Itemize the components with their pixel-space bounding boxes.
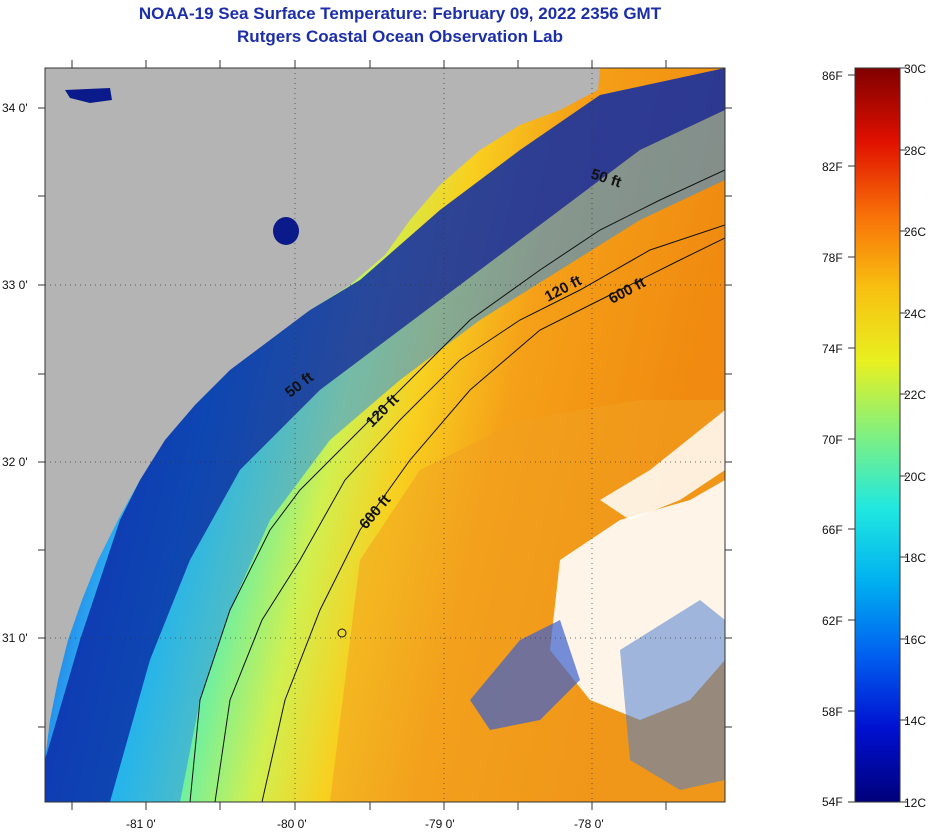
lat-label: 32 0' <box>2 455 28 469</box>
colorbar-f-label: 78F <box>822 251 843 265</box>
cloud-cover <box>600 410 725 520</box>
colorbar-f-label: 54F <box>822 795 843 809</box>
colorbar-f-label: 70F <box>822 433 843 447</box>
celsius-labels: 30C 28C 26C 24C 22C 20C 18C 16C 14C 12C <box>904 62 926 810</box>
axis-ticks <box>38 60 732 810</box>
inland-lake <box>273 217 299 245</box>
colorbar-c-label: 30C <box>904 62 926 76</box>
colorbar <box>854 67 901 803</box>
colorbar-f-label: 74F <box>822 342 843 356</box>
inland-water <box>65 88 112 103</box>
colorbar-c-label: 12C <box>904 796 926 810</box>
colorbar-c-label: 24C <box>904 307 926 321</box>
colorbar-f-label: 66F <box>822 523 843 537</box>
colorbar-c-label: 18C <box>904 551 926 565</box>
colorbar-f-label: 62F <box>822 614 843 628</box>
lon-label: -78 0' <box>574 817 604 831</box>
map-title: NOAA-19 Sea Surface Temperature: Februar… <box>138 4 662 23</box>
colorbar-ticks <box>848 67 907 803</box>
contour-600ft <box>261 237 725 802</box>
graticule <box>45 68 725 802</box>
lon-label: -80 0' <box>277 817 307 831</box>
mid-shelf-band <box>110 110 725 802</box>
lat-label: 34 0' <box>2 101 28 115</box>
cloud-edge <box>620 600 725 790</box>
lon-label: -79 0' <box>425 817 455 831</box>
colorbar-f-label: 82F <box>822 160 843 174</box>
land-mass <box>45 68 600 760</box>
lat-label: 31 0' <box>2 631 28 645</box>
fahrenheit-labels: 86F 82F 78F 74F 70F 66F 62F 58F 54F <box>822 69 843 809</box>
colorbar-f-label: 86F <box>822 69 843 83</box>
colorbar-c-label: 14C <box>904 714 926 728</box>
cold-shelf-band <box>45 68 725 802</box>
colorbar-c-label: 22C <box>904 388 926 402</box>
contour-circle <box>337 628 347 638</box>
colorbar-c-label: 20C <box>904 470 926 484</box>
contour-120ft <box>214 224 725 802</box>
colorbar-c-label: 16C <box>904 633 926 647</box>
map-subtitle: Rutgers Coastal Ocean Observation Lab <box>237 27 563 46</box>
contour-50ft <box>189 169 725 802</box>
colorbar-c-label: 28C <box>904 144 926 158</box>
cloud-edge <box>470 620 580 730</box>
lat-label: 33 0' <box>2 278 28 292</box>
lon-label: -81 0' <box>126 817 156 831</box>
colorbar-f-label: 58F <box>822 705 843 719</box>
map-frame <box>44 67 726 803</box>
colorbar-c-label: 26C <box>904 225 926 239</box>
